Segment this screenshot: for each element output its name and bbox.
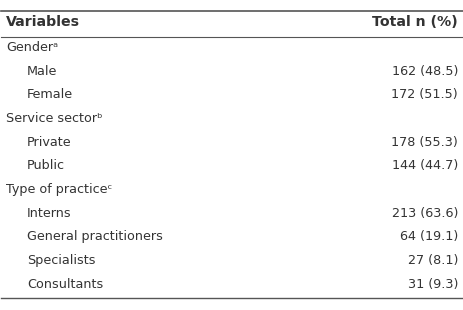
Text: General practitioners: General practitioners [27, 230, 162, 243]
Text: Interns: Interns [27, 206, 71, 219]
Text: 144 (44.7): 144 (44.7) [391, 159, 457, 172]
Text: 213 (63.6): 213 (63.6) [391, 206, 457, 219]
Text: Variables: Variables [6, 15, 80, 29]
Text: 64 (19.1): 64 (19.1) [399, 230, 457, 243]
Text: Consultants: Consultants [27, 277, 103, 290]
Text: 27 (8.1): 27 (8.1) [407, 254, 457, 267]
Text: 31 (9.3): 31 (9.3) [407, 277, 457, 290]
Text: Genderᵃ: Genderᵃ [6, 41, 58, 54]
Text: 172 (51.5): 172 (51.5) [390, 88, 457, 101]
Text: Female: Female [27, 88, 73, 101]
Text: Total n (%): Total n (%) [371, 15, 457, 29]
Text: Specialists: Specialists [27, 254, 95, 267]
Text: 162 (48.5): 162 (48.5) [391, 65, 457, 78]
Text: Private: Private [27, 136, 71, 148]
Text: 178 (55.3): 178 (55.3) [390, 136, 457, 148]
Text: Service sectorᵇ: Service sectorᵇ [6, 112, 102, 125]
Text: Public: Public [27, 159, 65, 172]
Text: Type of practiceᶜ: Type of practiceᶜ [6, 183, 112, 196]
Text: Male: Male [27, 65, 57, 78]
